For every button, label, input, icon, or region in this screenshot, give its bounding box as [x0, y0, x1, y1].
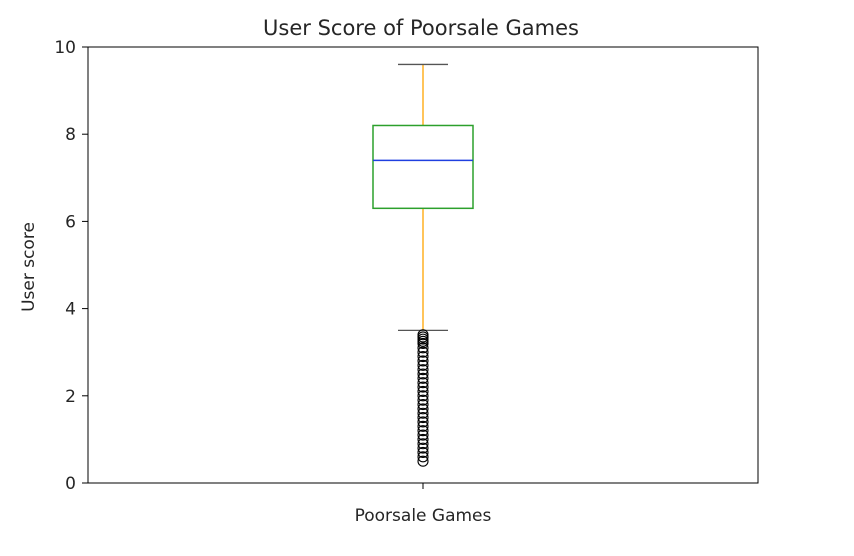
- outlier-point-5: [417, 342, 429, 354]
- outlier-point-9: [417, 359, 429, 371]
- outlier-point-29: [417, 446, 429, 459]
- chart-title: User Score of Poorsale Games: [263, 16, 579, 40]
- outlier-point-27: [417, 438, 429, 450]
- y-tick-label-8: 8: [65, 125, 76, 145]
- outlier-point-14: [417, 381, 429, 393]
- y-tick-label-2: 2: [65, 387, 76, 407]
- x-tick-label-0: Poorsale Games: [355, 506, 492, 526]
- outlier-point-23: [417, 420, 429, 432]
- outlier-point-4: [417, 337, 429, 350]
- y-tick-label-6: 6: [65, 212, 76, 232]
- axes-frame: [87, 46, 759, 484]
- y-tick-label-0: 0: [65, 474, 76, 494]
- outlier-point-22: [417, 416, 429, 428]
- outlier-point-25: [417, 429, 429, 441]
- outlier-point-6: [417, 346, 429, 358]
- outlier-point-12: [417, 372, 429, 384]
- outlier-point-16: [417, 390, 429, 402]
- outlier-point-24: [417, 425, 429, 437]
- outlier-point-21: [417, 412, 429, 424]
- plot-area: 0 2 4 6 8 10 Poorsale Games: [54, 38, 491, 526]
- y-tick-label-4: 4: [65, 300, 76, 320]
- y-axis-label: User score: [19, 222, 39, 312]
- outlier-point-10: [417, 364, 429, 376]
- outlier-point-19: [417, 403, 429, 415]
- outlier-point-13: [417, 377, 429, 389]
- outlier-point-26: [417, 433, 429, 445]
- outlier-point-11: [417, 368, 429, 380]
- outlier-point-8: [417, 355, 429, 367]
- iqr-box: [372, 124, 474, 210]
- outlier-point-20: [417, 407, 429, 419]
- outlier-point-17: [417, 394, 429, 406]
- outlier-point-18: [417, 398, 429, 411]
- outlier-point-15: [417, 385, 429, 397]
- outlier-point-30: [417, 451, 429, 463]
- y-tick-label-10: 10: [54, 38, 76, 58]
- outlier-point-7: [417, 351, 429, 363]
- outlier-point-28: [417, 442, 429, 454]
- outlier-point-31: [417, 455, 429, 467]
